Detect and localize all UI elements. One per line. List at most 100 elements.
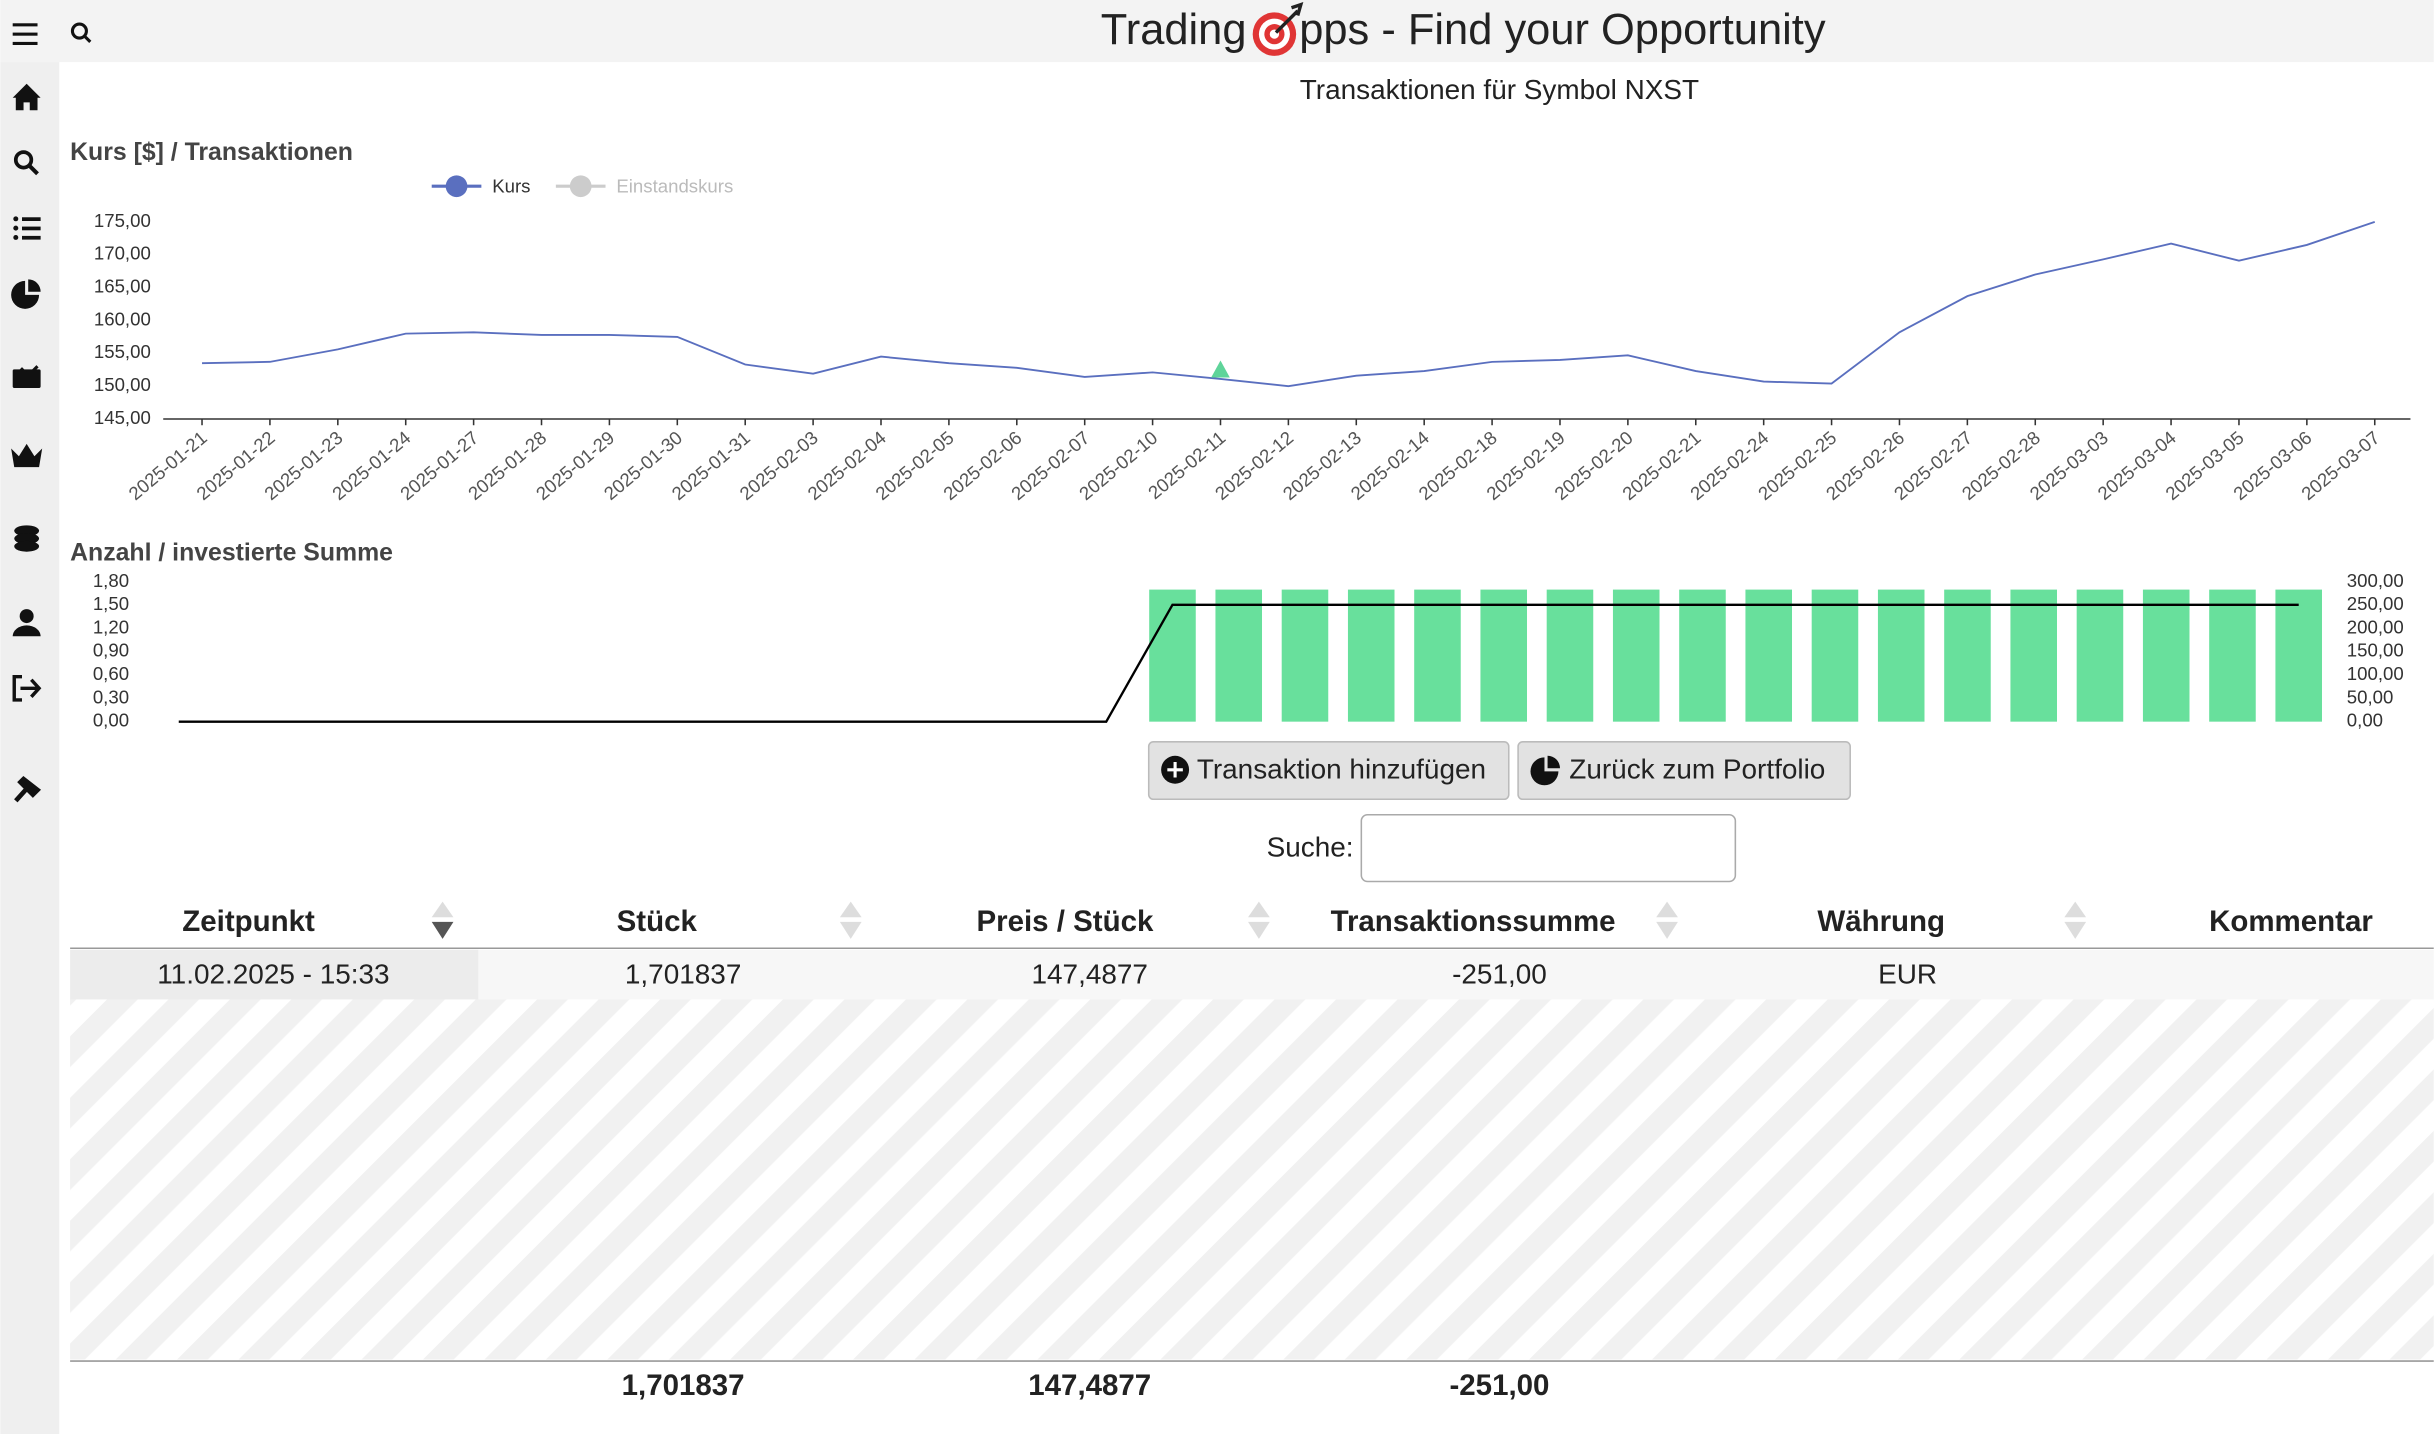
bar — [1347, 589, 1395, 722]
sum-line — [178, 603, 2299, 723]
sort-icon[interactable] — [431, 901, 454, 918]
search-input[interactable] — [1360, 813, 1737, 883]
sort-icon[interactable] — [1656, 921, 1678, 939]
home-icon[interactable] — [12, 83, 41, 111]
sort-icon[interactable] — [431, 921, 454, 939]
transaction-marker — [1211, 360, 1230, 378]
y2-tick-label: 300,00 — [2347, 570, 2404, 591]
chart-title: Anzahl / investierte Summe — [70, 540, 393, 567]
chart-title: Kurs [$] / Transaktionen — [70, 139, 353, 166]
table-total: 1,701837 — [622, 1369, 745, 1402]
table-cell: -251,00 — [1452, 959, 1547, 990]
table-cell: 11.02.2025 - 15:33 — [157, 959, 389, 990]
y-tick-label: 1,80 — [93, 570, 129, 591]
y-tick-label: 155,00 — [94, 341, 151, 362]
y2-tick-label: 250,00 — [2347, 593, 2404, 614]
y-tick-label: 1,20 — [93, 616, 129, 637]
y-tick-label: 0,30 — [93, 686, 129, 707]
sort-icon[interactable] — [2064, 901, 2087, 918]
y-tick-label: 0,60 — [93, 663, 129, 684]
price-line — [202, 221, 2376, 388]
crown-icon[interactable] — [11, 443, 43, 468]
sort-icon[interactable] — [1656, 901, 1678, 918]
back-to-portfolio-button[interactable]: Zurück zum Portfolio — [1517, 741, 1851, 801]
menu-icon[interactable] — [12, 23, 38, 46]
bar — [1944, 589, 1991, 722]
y-tick-label: 175,00 — [94, 210, 151, 231]
bar — [2010, 589, 2057, 722]
bar — [1149, 589, 1196, 722]
top-bar — [0, 0, 2434, 63]
y-tick-label: 160,00 — [94, 308, 151, 329]
bar — [1281, 589, 1329, 722]
legend-label[interactable]: Kurs — [492, 176, 530, 197]
bar — [1480, 589, 1528, 722]
y-tick-label: 165,00 — [94, 276, 151, 297]
table-cell: 147,4877 — [1032, 959, 1148, 990]
y-tick-label: 150,00 — [94, 374, 151, 395]
y2-tick-label: 150,00 — [2347, 640, 2404, 661]
table-cell: EUR — [1878, 959, 1937, 990]
y-tick-label: 1,50 — [93, 593, 129, 614]
bar — [1679, 589, 1726, 722]
button-label[interactable]: Zurück zum Portfolio — [1569, 754, 1825, 785]
search-nav-icon[interactable] — [13, 150, 39, 176]
sort-icon[interactable] — [839, 901, 862, 918]
bar — [2142, 589, 2190, 722]
table-empty-area — [70, 999, 2434, 1360]
column-header[interactable]: Kommentar — [2209, 905, 2373, 938]
y-tick-label: 170,00 — [94, 243, 151, 264]
legend-marker — [445, 175, 468, 198]
y-tick-label: 145,00 — [94, 407, 151, 428]
bar — [1745, 589, 1792, 722]
y-tick-label: 0,00 — [93, 710, 129, 731]
coins-icon[interactable] — [14, 525, 40, 552]
list-icon[interactable] — [13, 216, 41, 240]
table-cell: 1,701837 — [625, 959, 741, 990]
bar — [1215, 589, 1263, 722]
y2-tick-label: 0,00 — [2347, 710, 2383, 731]
button-label[interactable]: Transaktion hinzufügen — [1197, 754, 1486, 785]
app-title-right: pps - Find your Opportunity — [1299, 6, 1826, 54]
page-title: Transaktionen für Symbol NXST — [1300, 74, 1699, 105]
bar — [2076, 589, 2124, 722]
logout-icon[interactable] — [12, 674, 42, 702]
pie-icon[interactable] — [11, 279, 41, 309]
sorted-cell — [70, 949, 479, 1000]
app-title-left: Trading — [1101, 6, 1247, 54]
y-tick-label: 0,90 — [93, 640, 129, 661]
table-total: -251,00 — [1449, 1369, 1549, 1402]
bar — [2209, 589, 2256, 722]
column-header[interactable]: Währung — [1817, 905, 1945, 938]
column-header[interactable]: Transaktionssumme — [1331, 905, 1616, 938]
bar — [1546, 589, 1594, 722]
bar — [1811, 589, 1859, 722]
bar — [1877, 589, 1925, 722]
sort-icon[interactable] — [2064, 921, 2087, 939]
sort-icon[interactable] — [839, 921, 862, 939]
y2-tick-label: 100,00 — [2347, 663, 2404, 684]
column-header[interactable]: Preis / Stück — [976, 905, 1154, 938]
search-label: Suche: — [1267, 831, 1354, 862]
sidebar — [0, 62, 60, 1434]
sort-icon[interactable] — [1248, 921, 1270, 939]
bar — [1414, 589, 1461, 722]
sort-icon[interactable] — [1248, 901, 1270, 918]
money-icon[interactable] — [12, 365, 41, 388]
legend-marker — [569, 175, 592, 198]
user-icon[interactable] — [12, 609, 41, 637]
logo-target — [1252, 2, 1304, 56]
legend-label[interactable]: Einstandskurs — [616, 176, 733, 197]
y2-tick-label: 200,00 — [2347, 616, 2404, 637]
tools-icon[interactable] — [14, 775, 42, 803]
bar — [2275, 589, 2322, 722]
search-icon[interactable] — [70, 22, 92, 43]
bar — [1612, 589, 1660, 722]
column-header[interactable]: Zeitpunkt — [182, 905, 315, 938]
add-transaction-button[interactable]: Transaktion hinzufügen — [1147, 741, 1510, 801]
column-header[interactable]: Stück — [617, 905, 698, 938]
y2-tick-label: 50,00 — [2347, 686, 2394, 707]
table-total: 147,4877 — [1028, 1369, 1151, 1402]
